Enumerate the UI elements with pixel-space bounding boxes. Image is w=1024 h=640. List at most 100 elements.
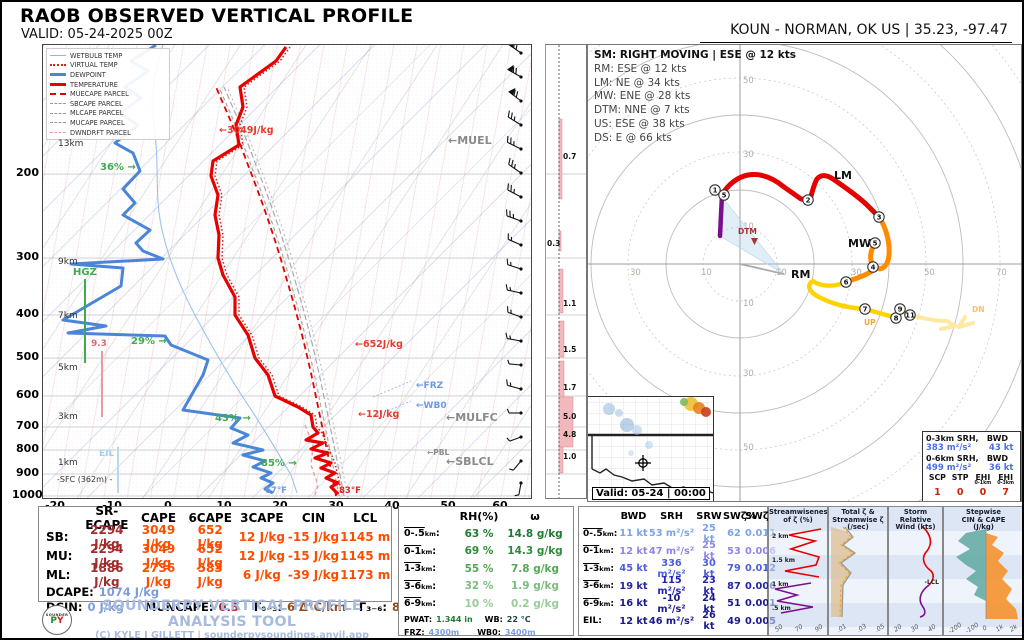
radar-echoes: [603, 397, 711, 456]
layer-label: 0-.5: [404, 528, 425, 540]
rh-value: 63 %: [464, 527, 494, 540]
wetbulb-curve: [152, 45, 298, 494]
cell: -15 J/kg: [287, 548, 340, 563]
mlcape-line-swatch: [50, 112, 66, 114]
index-value: 0: [979, 486, 987, 498]
ring-label: 30: [851, 268, 862, 278]
layer-sub: km: [602, 529, 614, 538]
index-sub: 0-1km: [974, 480, 992, 486]
mixing-ratio-value: 0.2 g/kg: [510, 597, 560, 610]
cell: 51: [727, 598, 741, 610]
logo-arc-text: SOUNDER: [45, 613, 69, 617]
legend-item: MUECAPE PARCEL: [50, 89, 166, 99]
marker-number: 11: [905, 312, 915, 320]
sbcape-line-swatch: [50, 103, 66, 105]
ring-label: 30: [743, 150, 754, 160]
layer-label: 1-3: [583, 563, 600, 574]
muecape-parcel-curve: [215, 86, 337, 497]
logo-y: Y: [57, 616, 64, 626]
ring-label: 10: [743, 222, 754, 232]
logo-py-text: PY: [50, 617, 63, 626]
eil-annotation: EIL: [99, 449, 115, 459]
muel-annotation: ←MUEL: [448, 134, 492, 147]
layer-sub: km: [424, 530, 436, 539]
cell: 47 m²/s²: [648, 545, 695, 557]
cape-annotation: ←3049J/kg: [219, 125, 274, 136]
cell: 12 J/kg: [238, 548, 285, 563]
frz-annotation: ←FRZ: [416, 381, 444, 391]
index-name: SCP: [928, 473, 946, 482]
wetbulb-line-swatch: [50, 55, 66, 57]
wb0-label: WB0:: [477, 627, 501, 637]
cell: 583 J/kg: [197, 560, 223, 589]
cell: -10 m²/s²: [657, 592, 686, 615]
valid-time-label: VALID: 05-24-2025 00Z: [21, 27, 173, 42]
legend-label: MUECAPE PARCEL: [70, 90, 129, 99]
stepwise-plot: [956, 527, 1018, 619]
col-header: BWD: [620, 511, 647, 522]
marker-number: 9: [898, 306, 903, 314]
streamwiseness-plot: [774, 528, 822, 614]
rh-value: 55 %: [464, 562, 494, 575]
omega-value: 0.3: [547, 239, 561, 248]
km-label: .5 km: [772, 605, 791, 612]
cell: -39 J/kg: [287, 567, 340, 582]
sr-wind-plot: [919, 526, 934, 618]
footer: SOUNDER PY SOUNDERPY VERTICAL PROFILE AN…: [38, 598, 392, 638]
kinematics-table: BWD SRH SRW SWζ% SWζ 0-.5km: 11 kt 53 m²/s…: [578, 506, 776, 636]
pressure-gridlines: [43, 173, 531, 497]
omega-value: 1.1: [563, 299, 577, 308]
dcape-row: DCAPE: 1074 J/kg: [39, 584, 391, 599]
cape-annotation: ←12J/kg: [358, 409, 400, 420]
dcin-value: 0 J/kg: [87, 599, 124, 614]
panel-title: Total ζ & Streamwise ζ (/sec): [832, 508, 884, 532]
temp-tick: 0: [153, 499, 183, 512]
wb-label: WB:: [484, 614, 503, 624]
lm-label: LM: [834, 169, 852, 182]
storm-motion-line: US: ESE @ 38 kts: [594, 117, 685, 130]
col-header: 3CAPE: [240, 510, 284, 525]
cell: 115 m²/s²: [657, 575, 686, 598]
pressure-tick: 600: [16, 388, 39, 401]
mlcape-parcel-curve: [223, 86, 345, 497]
legend-label: TEMPERATURE: [70, 80, 118, 89]
cell: 62: [727, 528, 741, 540]
footer-text: SOUNDERPY VERTICAL PROFILE ANALYSIS TOOL…: [72, 598, 392, 640]
trace-6-9km: [806, 278, 912, 320]
legend-label: DWNDRFT PARCEL: [70, 128, 131, 137]
cell: 19 kt: [619, 580, 648, 592]
col-header: SRW: [696, 511, 722, 522]
dcin-row: DCIN: 0 J/kg MUNCAPE: 0.3 Γ₀₋₃: 6 Δ°C/km…: [39, 599, 451, 614]
cell: 6 J/kg: [242, 567, 281, 582]
ring-label: 50: [743, 76, 754, 86]
marker-number: 5: [873, 240, 878, 248]
table-row: 3-6km: 19 kt 115 m²/s² 23 kt 87 0.006: [583, 575, 776, 598]
marker-number: 3: [877, 214, 882, 222]
index-name: STP: [951, 473, 969, 482]
layer-label: EIL:: [583, 616, 602, 627]
legend-item: TEMPERATURE: [50, 80, 166, 90]
cape-annotation: ←652J/kg: [355, 339, 403, 350]
storm-motion-line: DS: E @ 66 kts: [594, 131, 672, 144]
layer-label: 0-.5: [583, 528, 603, 539]
x-tick: 40: [926, 623, 938, 634]
cell: 0.005: [745, 615, 776, 627]
col-header-rh: RH(%): [459, 510, 499, 523]
storm-motion-line: SM: RIGHT MOVING | ESE @ 12 kts: [594, 49, 796, 61]
ring-label: 70: [996, 268, 1007, 278]
virtual-temp-curve: [214, 46, 343, 495]
ring-label: 30: [743, 369, 754, 379]
index-col: SCP 1: [926, 474, 949, 498]
panel-title: Streamwiseness of ζ (%): [769, 508, 828, 524]
omega-value: 1.0: [563, 452, 577, 461]
cell: 12 kt: [619, 545, 648, 557]
hodograph-plot: 30 10 10 30 50 70 10 30 50 10 30 50 DTM: [588, 45, 1021, 501]
table-row: 6-9km: 10 % 0.2 g/kg: [399, 595, 573, 613]
skewt-legend: WETBULB TEMP VIRTUAL TEMP DEWPOINT TEMPE…: [46, 48, 170, 141]
index-sub: 0-3km: [997, 480, 1015, 486]
cell: 2736 J/kg: [141, 560, 176, 589]
cell: 53 m²/s²: [648, 528, 695, 540]
col-header: SWζ%: [723, 511, 757, 522]
srh-bwd-0-6-value: 499 m²/s² 36 kt: [926, 463, 1014, 473]
footer-credit-link[interactable]: (C) KYLE J GILLETT | sounderpysoundings.…: [95, 630, 369, 640]
